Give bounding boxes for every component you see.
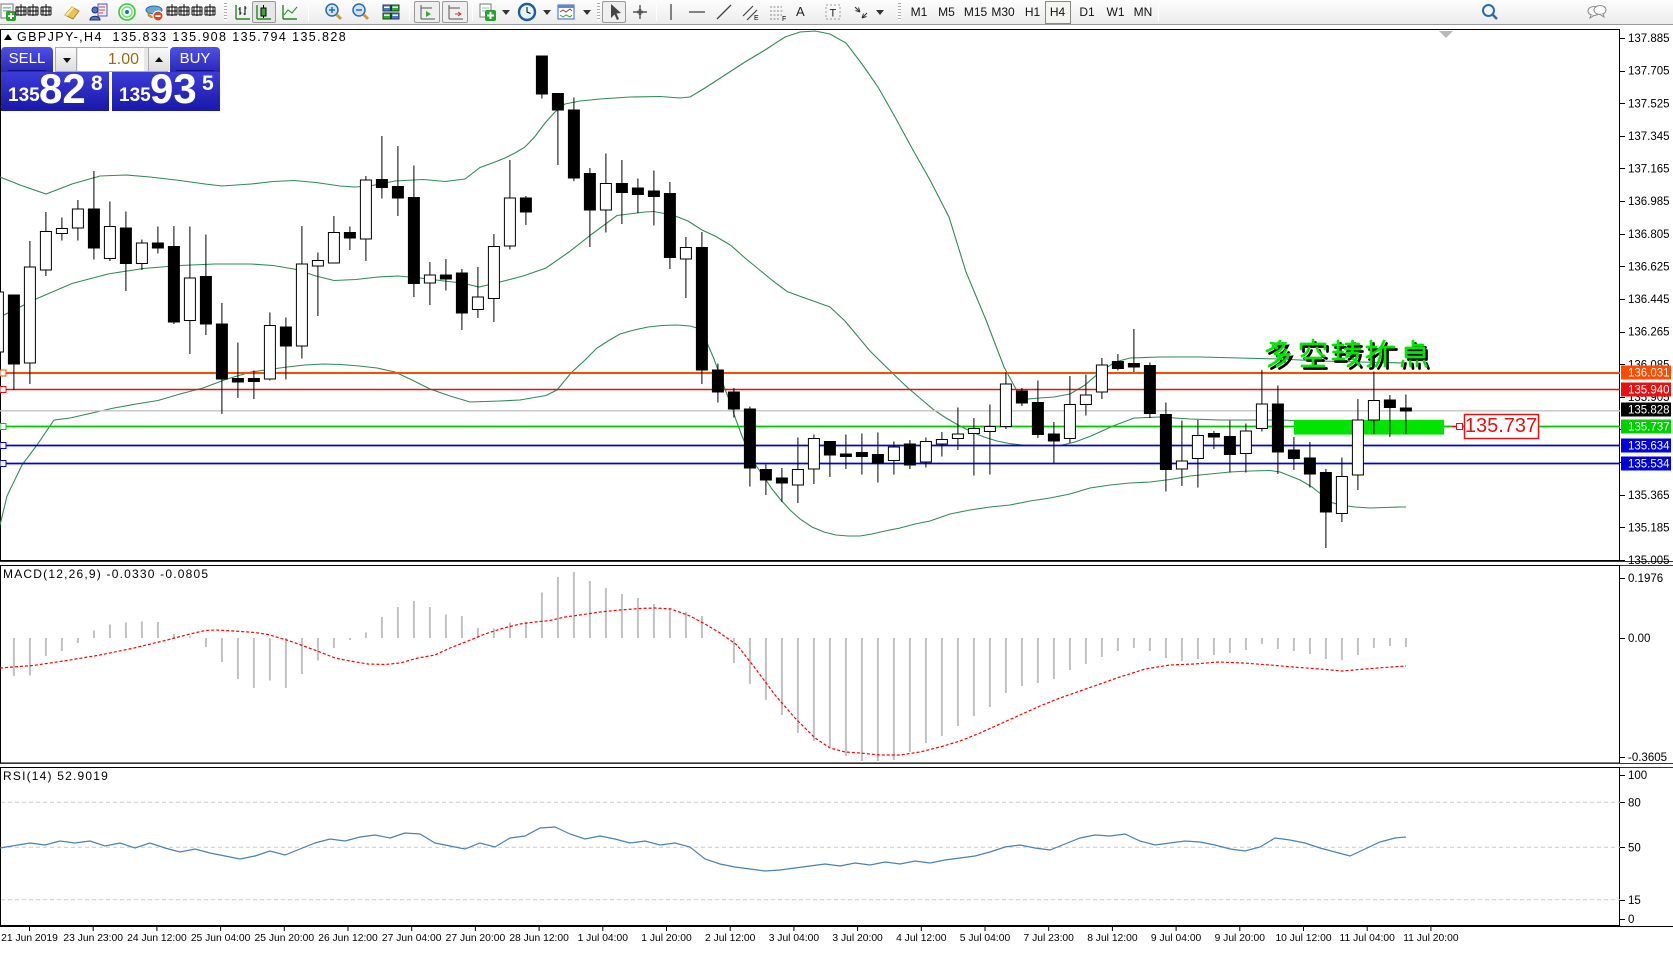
- svg-text:26 Jun 12:00: 26 Jun 12:00: [318, 933, 378, 944]
- svg-text:136.031: 136.031: [1628, 368, 1670, 380]
- svg-text:0.1976: 0.1976: [1628, 573, 1663, 585]
- svg-text:11 Jul 04:00: 11 Jul 04:00: [1340, 933, 1396, 944]
- svg-text:135.185: 135.185: [1628, 522, 1670, 534]
- svg-text:25 Jun 04:00: 25 Jun 04:00: [191, 933, 251, 944]
- svg-text:3 Jul 04:00: 3 Jul 04:00: [769, 933, 820, 944]
- svg-text:4 Jul 12:00: 4 Jul 12:00: [896, 933, 947, 944]
- svg-text:137.705: 137.705: [1628, 66, 1670, 78]
- svg-text:27 Jun 20:00: 27 Jun 20:00: [446, 933, 506, 944]
- svg-text:9 Jul 20:00: 9 Jul 20:00: [1215, 933, 1266, 944]
- svg-text:3 Jul 20:00: 3 Jul 20:00: [832, 933, 883, 944]
- svg-text:9 Jul 04:00: 9 Jul 04:00: [1151, 933, 1202, 944]
- svg-text:E: E: [754, 15, 759, 22]
- svg-text:-0.3605: -0.3605: [1628, 752, 1667, 764]
- svg-text:137.525: 137.525: [1628, 98, 1670, 110]
- svg-text:135.005: 135.005: [1628, 555, 1670, 567]
- svg-text:136.625: 136.625: [1628, 261, 1670, 273]
- svg-text:8 Jul 12:00: 8 Jul 12:00: [1087, 933, 1138, 944]
- svg-text:28 Jun 12:00: 28 Jun 12:00: [509, 933, 569, 944]
- svg-text:135.634: 135.634: [1628, 441, 1670, 453]
- svg-text:100: 100: [1628, 770, 1647, 782]
- svg-text:136.265: 136.265: [1628, 327, 1670, 339]
- svg-text:135.737: 135.737: [1465, 415, 1537, 437]
- svg-text:1 Jul 20:00: 1 Jul 20:00: [641, 933, 692, 944]
- svg-text:50: 50: [1628, 842, 1641, 854]
- svg-text:24 Jun 12:00: 24 Jun 12:00: [127, 933, 187, 944]
- svg-text:137.885: 137.885: [1628, 33, 1670, 45]
- svg-text:136.445: 136.445: [1628, 294, 1670, 306]
- svg-text:136.985: 136.985: [1628, 196, 1670, 208]
- svg-text:2 Jul 12:00: 2 Jul 12:00: [705, 933, 756, 944]
- svg-text:F: F: [782, 16, 786, 22]
- svg-text:GBPJPY-,H4 135.833 135.908 13: GBPJPY-,H4 135.833 135.908 135.794 135.8…: [17, 30, 347, 44]
- svg-text:27 Jun 04:00: 27 Jun 04:00: [382, 933, 442, 944]
- svg-text:135.737: 135.737: [1628, 422, 1670, 434]
- svg-text:135.534: 135.534: [1628, 459, 1670, 471]
- svg-text:10 Jul 12:00: 10 Jul 12:00: [1275, 933, 1331, 944]
- svg-text:23 Jun 23:00: 23 Jun 23:00: [63, 933, 123, 944]
- svg-text:0: 0: [1628, 914, 1634, 926]
- svg-text:5 Jul 04:00: 5 Jul 04:00: [960, 933, 1011, 944]
- svg-text:136.805: 136.805: [1628, 229, 1670, 241]
- svg-text:137.345: 137.345: [1628, 131, 1670, 143]
- svg-text:135.940: 135.940: [1628, 385, 1670, 397]
- svg-text:25 Jun 20:00: 25 Jun 20:00: [255, 933, 315, 944]
- svg-text:21 Jun 2019: 21 Jun 2019: [1, 933, 58, 944]
- svg-text:RSI(14) 52.9019: RSI(14) 52.9019: [3, 769, 109, 783]
- svg-text:1 Jul 04:00: 1 Jul 04:00: [578, 933, 629, 944]
- svg-text:15: 15: [1628, 895, 1641, 907]
- svg-text:0.00: 0.00: [1628, 633, 1650, 645]
- svg-text:135.365: 135.365: [1628, 490, 1670, 502]
- svg-text:137.165: 137.165: [1628, 164, 1670, 176]
- svg-text:11 Jul 20:00: 11 Jul 20:00: [1403, 933, 1459, 944]
- svg-text:135.828: 135.828: [1628, 405, 1670, 417]
- svg-text:7 Jul 23:00: 7 Jul 23:00: [1024, 933, 1075, 944]
- svg-text:80: 80: [1628, 797, 1641, 809]
- svg-text:T: T: [830, 8, 837, 20]
- svg-text:MACD(12,26,9) -0.0330 -0.0805: MACD(12,26,9) -0.0330 -0.0805: [3, 567, 209, 581]
